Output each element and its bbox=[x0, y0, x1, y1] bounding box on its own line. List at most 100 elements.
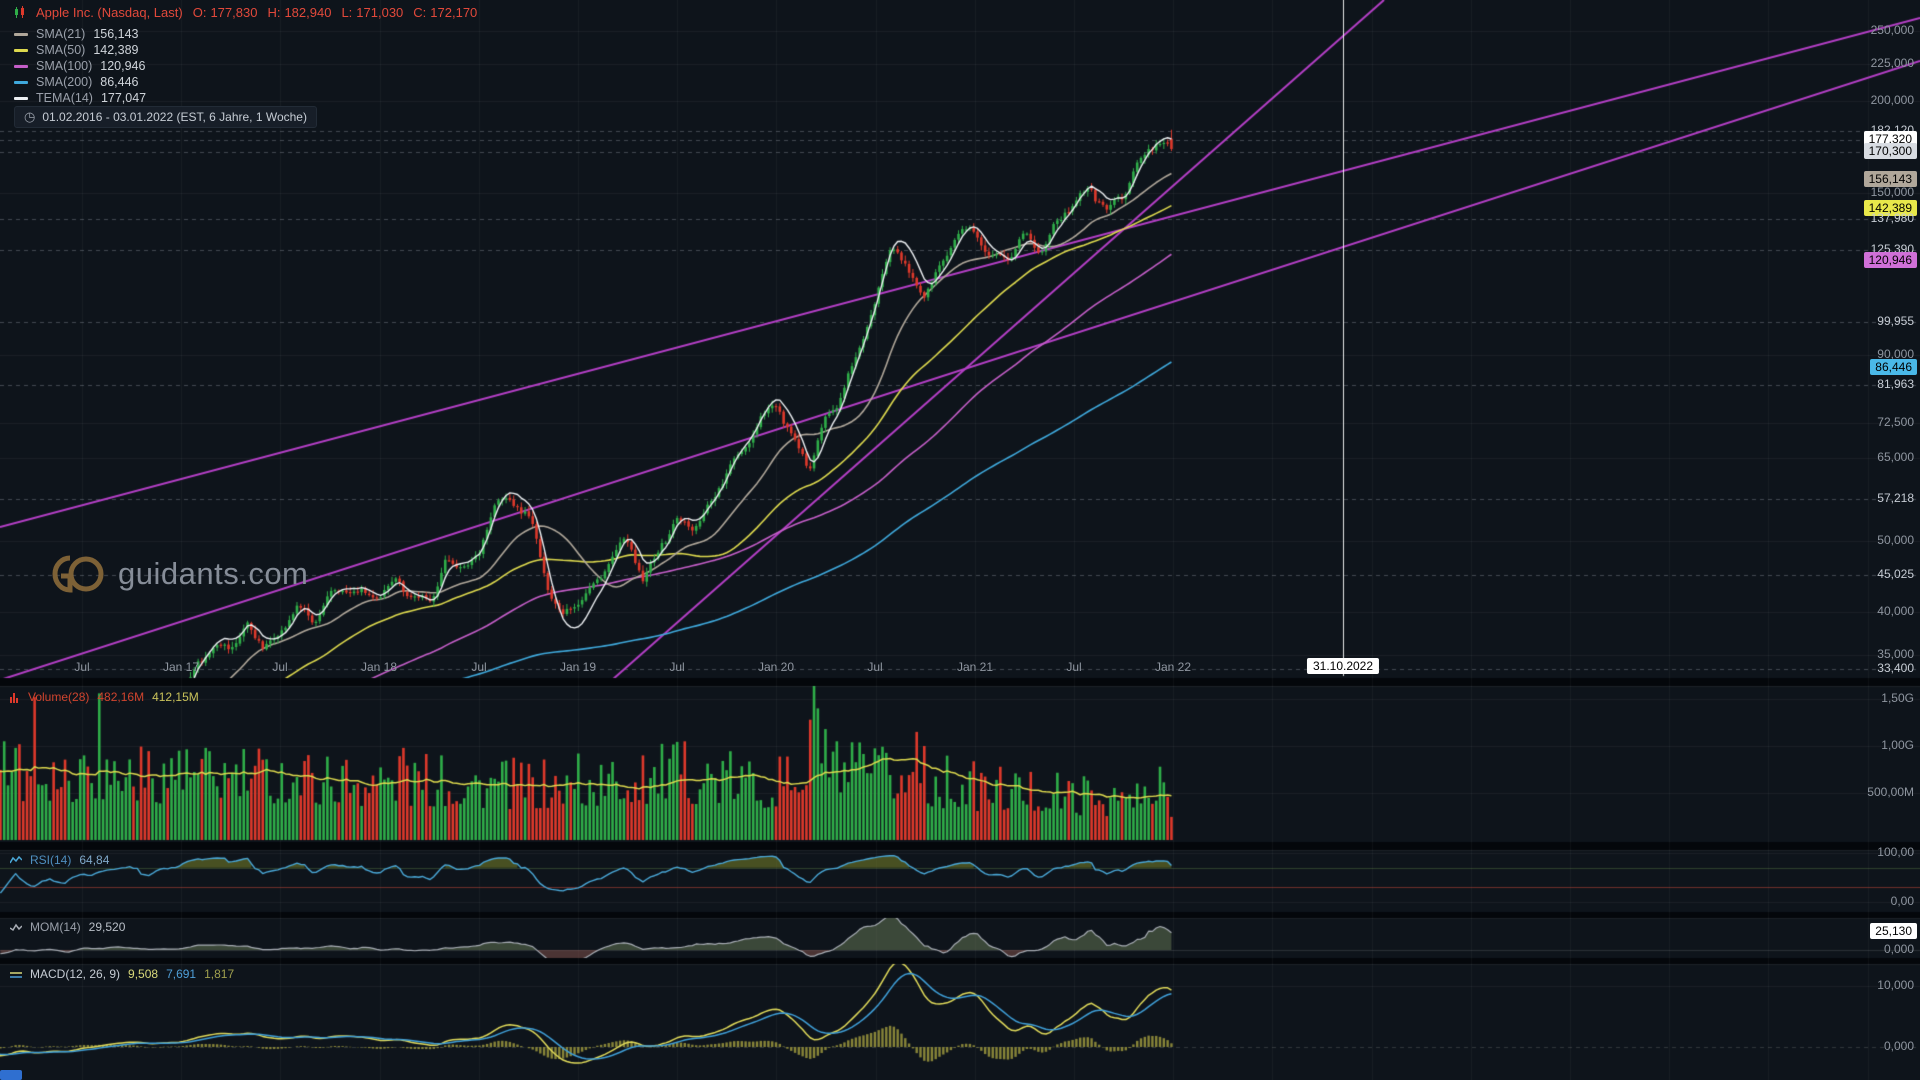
legend-swatch bbox=[14, 32, 28, 36]
time-axis-label: Jul bbox=[867, 660, 883, 674]
rsi-line-icon bbox=[10, 855, 22, 863]
time-range-chip[interactable]: ◷ 01.02.2016 - 03.01.2022 (EST, 6 Jahre,… bbox=[14, 106, 317, 128]
legend-item-sma200[interactable]: SMA(200) 86,446 bbox=[14, 75, 139, 89]
legend-value: 120,946 bbox=[100, 59, 146, 73]
time-axis-label: Jan 20 bbox=[757, 660, 795, 674]
legend-item-sma100[interactable]: SMA(100) 120,946 bbox=[14, 59, 145, 73]
rsi-panel-header[interactable]: RSI(14) 64,84 bbox=[10, 853, 109, 867]
volume-bars-icon bbox=[10, 692, 18, 703]
price-axis-label: 250,000 bbox=[1870, 22, 1914, 37]
macd-value: 9,508 bbox=[128, 967, 159, 981]
rsi-axis-label: 100,00 bbox=[1877, 845, 1914, 859]
legend-swatch bbox=[14, 96, 28, 100]
mom-axis-label: 0,000 bbox=[1883, 942, 1914, 956]
price-axis-label: 200,000 bbox=[1870, 93, 1914, 108]
rsi-value: 64,84 bbox=[79, 853, 110, 867]
open-label: O: bbox=[192, 5, 207, 20]
mom-value: 29,520 bbox=[88, 920, 126, 934]
time-axis-label: Jan 22 bbox=[1154, 660, 1192, 674]
crosshair-date-label: 31.10.2022 bbox=[1306, 658, 1380, 674]
volume-axis-label: 1,50G bbox=[1881, 691, 1914, 705]
time-range-text: 01.02.2016 - 03.01.2022 (EST, 6 Jahre, 1… bbox=[42, 110, 307, 124]
time-axis-label: Jul bbox=[272, 660, 288, 674]
volume-axis-label: 1,00G bbox=[1881, 738, 1914, 752]
guidants-logo-icon bbox=[52, 555, 104, 593]
legend-value: 86,446 bbox=[100, 75, 139, 89]
time-axis-label: Jan 18 bbox=[360, 660, 398, 674]
legend-swatch bbox=[14, 80, 28, 84]
candlestick-icon bbox=[15, 6, 24, 18]
macd-signal-value: 7,691 bbox=[166, 967, 197, 981]
high-label: H: bbox=[267, 5, 281, 20]
mom-line-icon bbox=[10, 923, 22, 931]
volume-axis-label: 500,00M bbox=[1867, 785, 1914, 799]
open-value: 177,830 bbox=[210, 5, 258, 20]
legend-item-sma21[interactable]: SMA(21) 156,143 bbox=[14, 27, 139, 41]
instrument-header: Apple Inc. (Nasdaq, Last) O: 177,830 H: 18… bbox=[14, 5, 477, 20]
rsi-axis-label: 0,00 bbox=[1890, 894, 1914, 908]
time-axis-label: Jan 21 bbox=[956, 660, 994, 674]
price-axis-value-box: 120,946 bbox=[1863, 252, 1917, 269]
mom-label: MOM(14) bbox=[30, 920, 81, 934]
time-axis-label: Jul bbox=[1066, 660, 1082, 674]
volume-current-value: 482,16M bbox=[97, 690, 145, 704]
time-axis-label: Jul bbox=[669, 660, 685, 674]
price-axis-label: 45,025 bbox=[1877, 566, 1914, 581]
close-value: 172,170 bbox=[430, 5, 478, 20]
macd-axis-label: 10,000 bbox=[1877, 978, 1914, 992]
price-axis-label: 99,955 bbox=[1877, 313, 1914, 328]
volume-ma-value: 412,15M bbox=[152, 690, 199, 704]
macd-histogram-value: 1,817 bbox=[204, 967, 235, 981]
price-axis-value-box: 177,320 bbox=[1863, 130, 1917, 147]
volume-panel-header[interactable]: Volume(28) 482,16M 412,15M bbox=[10, 690, 199, 704]
clock-icon: ◷ bbox=[24, 109, 36, 124]
price-axis-label: 35,000 bbox=[1877, 646, 1914, 661]
macd-lines-icon bbox=[10, 971, 22, 978]
price-axis-label: 137,980 bbox=[1870, 211, 1914, 226]
legend-name: SMA(50) bbox=[36, 43, 86, 57]
legend-name: SMA(200) bbox=[36, 75, 93, 89]
price-axis-label: 50,000 bbox=[1877, 533, 1914, 548]
macd-axis-label: 0,000 bbox=[1883, 1039, 1914, 1053]
price-axis-label: 81,963 bbox=[1877, 376, 1914, 391]
panel-collapse-chip[interactable] bbox=[0, 1070, 22, 1080]
legend-swatch bbox=[14, 48, 28, 52]
volume-label: Volume(28) bbox=[28, 690, 90, 704]
price-axis-label: 72,500 bbox=[1877, 415, 1914, 430]
time-axis-label: Jan 19 bbox=[559, 660, 597, 674]
legend-name: TEMA(14) bbox=[36, 91, 93, 105]
legend-name: SMA(100) bbox=[36, 59, 93, 73]
price-axis-value-box: 170,300 bbox=[1863, 143, 1917, 160]
price-axis-label: 65,000 bbox=[1877, 450, 1914, 465]
price-axis-value-box: 142,389 bbox=[1863, 200, 1917, 217]
low-label: L: bbox=[341, 5, 353, 20]
rsi-label: RSI(14) bbox=[30, 853, 72, 867]
legend-item-tema14[interactable]: TEMA(14) 177,047 bbox=[14, 91, 146, 105]
price-axis-label: 225,000 bbox=[1870, 56, 1914, 71]
low-value: 171,030 bbox=[356, 5, 404, 20]
macd-panel-header[interactable]: MACD(12, 26, 9) 9,508 7,691 1,817 bbox=[10, 967, 234, 981]
macd-label: MACD(12, 26, 9) bbox=[30, 967, 121, 981]
watermark: guidants.com bbox=[40, 551, 308, 597]
instrument-name[interactable]: Apple Inc. (Nasdaq, Last) bbox=[36, 5, 183, 20]
legend-item-sma50[interactable]: SMA(50) 142,389 bbox=[14, 43, 139, 57]
legend-value: 142,389 bbox=[93, 43, 139, 57]
price-axis-label: 33,400 bbox=[1877, 661, 1914, 676]
mom-axis-value-box: 25,130 bbox=[1870, 922, 1917, 939]
legend-value: 156,143 bbox=[93, 27, 139, 41]
time-axis-label: Jul bbox=[74, 660, 90, 674]
price-axis-value-box: 86,446 bbox=[1870, 358, 1917, 375]
price-axis-label: 40,000 bbox=[1877, 604, 1914, 619]
time-axis-label: Jul bbox=[471, 660, 487, 674]
time-axis-label: Jan 17 bbox=[162, 660, 200, 674]
legend-name: SMA(21) bbox=[36, 27, 86, 41]
high-value: 182,940 bbox=[284, 5, 332, 20]
price-axis-label: 150,000 bbox=[1870, 184, 1914, 199]
price-axis-value-box: 156,143 bbox=[1863, 170, 1917, 187]
legend-swatch bbox=[14, 64, 28, 68]
mom-panel-header[interactable]: MOM(14) 29,520 bbox=[10, 920, 125, 934]
price-axis-label: 90,000 bbox=[1877, 346, 1914, 361]
